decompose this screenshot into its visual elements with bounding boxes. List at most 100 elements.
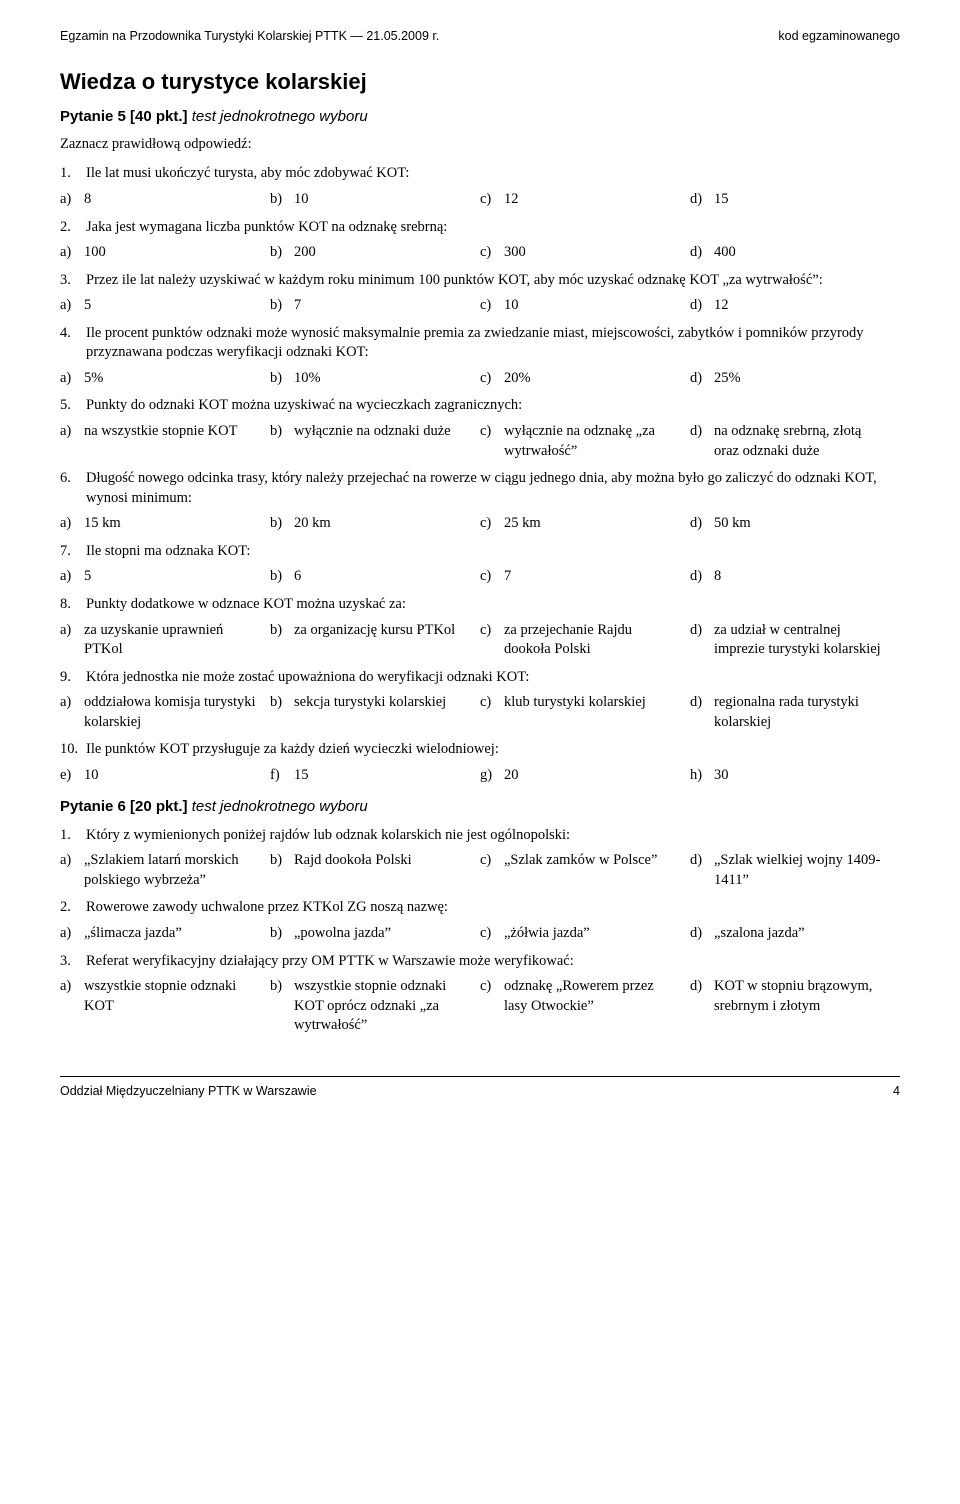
option-b[interactable]: b)sekcja turystyki kolarskiej [270, 693, 480, 732]
option-c[interactable]: g)20 [480, 766, 690, 786]
p6-options: a)„ślimacza jazda”b)„powolna jazda”c)„żó… [60, 924, 900, 944]
page-header: Egzamin na Przodownika Turystyki Kolarsk… [60, 28, 900, 45]
p6-question: 2.Rowerowe zawody uchwalone przez KTKol … [60, 898, 900, 918]
option-d[interactable]: d)„szalona jazda” [690, 924, 900, 944]
option-c[interactable]: c)300 [480, 243, 690, 263]
question-text: Rowerowe zawody uchwalone przez KTKol ZG… [86, 898, 900, 918]
option-c[interactable]: c)12 [480, 190, 690, 210]
option-d[interactable]: d)regionalna rada turystyki kolarskiej [690, 693, 900, 732]
option-b[interactable]: b)6 [270, 567, 480, 587]
option-d[interactable]: d)400 [690, 243, 900, 263]
option-d[interactable]: d)25% [690, 369, 900, 389]
option-label: d) [690, 977, 714, 997]
option-value: sekcja turystyki kolarskiej [294, 693, 458, 713]
option-b[interactable]: b)wszystkie stopnie odznaki KOT oprócz o… [270, 977, 480, 1036]
option-d[interactable]: h)30 [690, 766, 900, 786]
option-d[interactable]: d)na odznakę srebrną, złotą oraz odznaki… [690, 422, 900, 461]
option-value: „ślimacza jazda” [84, 924, 194, 944]
option-label: b) [270, 567, 294, 587]
option-c[interactable]: c)7 [480, 567, 690, 587]
p5-options: a)na wszystkie stopnie KOTb)wyłącznie na… [60, 422, 900, 461]
option-label: b) [270, 243, 294, 263]
option-b[interactable]: b)10% [270, 369, 480, 389]
footer-left: Oddział Międzyuczelniany PTTK w Warszawi… [60, 1083, 317, 1100]
question-number: 4. [60, 324, 86, 363]
option-a[interactable]: a)oddziałowa komisja turystyki kolarskie… [60, 693, 270, 732]
option-a[interactable]: a)100 [60, 243, 270, 263]
option-value: odznakę „Rowerem przez lasy Otwockie” [504, 977, 690, 1016]
option-value: 5 [84, 567, 103, 587]
p5-question: 10.Ile punktów KOT przysługuje za każdy … [60, 740, 900, 760]
option-value: 10 [294, 190, 321, 210]
p5-question: 7.Ile stopni ma odznaka KOT: [60, 542, 900, 562]
option-value: 12 [504, 190, 531, 210]
option-c[interactable]: c)10 [480, 296, 690, 316]
question-number: 9. [60, 668, 86, 688]
option-b[interactable]: b)20 km [270, 514, 480, 534]
option-a[interactable]: a)na wszystkie stopnie KOT [60, 422, 270, 461]
option-value: 10 [504, 296, 531, 316]
option-b[interactable]: b)za organizację kursu PTKol [270, 621, 480, 660]
option-a[interactable]: a)„ślimacza jazda” [60, 924, 270, 944]
option-a[interactable]: a)8 [60, 190, 270, 210]
option-a[interactable]: a)5 [60, 296, 270, 316]
option-d[interactable]: d)15 [690, 190, 900, 210]
option-value: wyłącznie na odznakę „za wytrwałość” [504, 422, 690, 461]
option-b[interactable]: f)15 [270, 766, 480, 786]
option-c[interactable]: c)odznakę „Rowerem przez lasy Otwockie” [480, 977, 690, 1036]
option-d[interactable]: d)12 [690, 296, 900, 316]
option-a[interactable]: a)za uzyskanie uprawnień PTKol [60, 621, 270, 660]
p5-options: e)10f)15g)20h)30 [60, 766, 900, 786]
option-d[interactable]: d)8 [690, 567, 900, 587]
option-c[interactable]: c)20% [480, 369, 690, 389]
option-a[interactable]: a)wszystkie stopnie odznaki KOT [60, 977, 270, 1036]
option-d[interactable]: d)KOT w stopniu brązowym, srebrnym i zło… [690, 977, 900, 1036]
option-c[interactable]: c)25 km [480, 514, 690, 534]
option-b[interactable]: b)7 [270, 296, 480, 316]
option-value: wszystkie stopnie odznaki KOT oprócz odz… [294, 977, 480, 1036]
option-label: e) [60, 766, 84, 786]
option-b[interactable]: b)200 [270, 243, 480, 263]
option-b[interactable]: b)10 [270, 190, 480, 210]
option-value: 7 [504, 567, 523, 587]
option-value: za uzyskanie uprawnień PTKol [84, 621, 270, 660]
option-d[interactable]: d)50 km [690, 514, 900, 534]
option-label: a) [60, 924, 84, 944]
option-b[interactable]: b)Rajd dookoła Polski [270, 851, 480, 890]
option-value: 20% [504, 369, 543, 389]
option-value: 8 [84, 190, 103, 210]
p5-options: a)5%b)10%c)20%d)25% [60, 369, 900, 389]
option-d[interactable]: d)„Szlak wielkiej wojny 1409-1411” [690, 851, 900, 890]
option-c[interactable]: c)wyłącznie na odznakę „za wytrwałość” [480, 422, 690, 461]
option-c[interactable]: c)klub turystyki kolarskiej [480, 693, 690, 732]
option-c[interactable]: c)„Szlak zamków w Polsce” [480, 851, 690, 890]
option-a[interactable]: a)15 km [60, 514, 270, 534]
p5-question: 5.Punkty do odznaki KOT można uzyskiwać … [60, 396, 900, 416]
option-c[interactable]: c)za przejechanie Rajdu dookoła Polski [480, 621, 690, 660]
option-label: c) [480, 190, 504, 210]
option-a[interactable]: a)„Szlakiem latarń morskich polskiego wy… [60, 851, 270, 890]
option-a[interactable]: a)5% [60, 369, 270, 389]
p6-options: a)wszystkie stopnie odznaki KOTb)wszystk… [60, 977, 900, 1036]
option-value: 5 [84, 296, 103, 316]
option-value: za udział w centralnej imprezie turystyk… [714, 621, 900, 660]
option-a[interactable]: e)10 [60, 766, 270, 786]
p6-question: 3.Referat weryfikacyjny działający przy … [60, 952, 900, 972]
question-number: 3. [60, 271, 86, 291]
question-text: Ile stopni ma odznaka KOT: [86, 542, 900, 562]
p5-question: 2.Jaka jest wymagana liczba punktów KOT … [60, 218, 900, 238]
question-text: Ile lat musi ukończyć turysta, aby móc z… [86, 164, 900, 184]
option-label: c) [480, 296, 504, 316]
option-value: 100 [84, 243, 118, 263]
p5-instruction: Zaznacz prawidłową odpowiedź: [60, 135, 900, 155]
option-value: 8 [714, 567, 733, 587]
option-value: 25% [714, 369, 753, 389]
option-value: 50 km [714, 514, 763, 534]
option-d[interactable]: d)za udział w centralnej imprezie turyst… [690, 621, 900, 660]
option-value: 25 km [504, 514, 553, 534]
option-a[interactable]: a)5 [60, 567, 270, 587]
option-b[interactable]: b)wyłącznie na odznaki duże [270, 422, 480, 461]
option-b[interactable]: b)„powolna jazda” [270, 924, 480, 944]
option-value: 15 [714, 190, 741, 210]
option-c[interactable]: c)„żółwia jazda” [480, 924, 690, 944]
